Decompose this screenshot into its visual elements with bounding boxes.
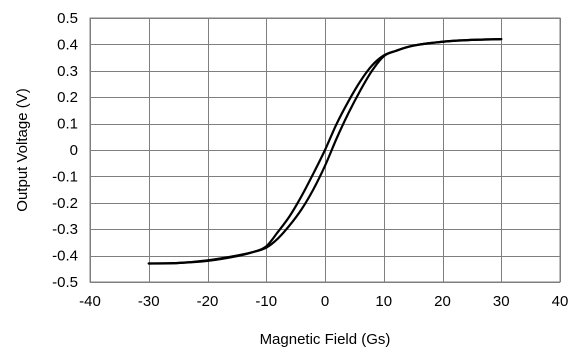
x-tick-label: -20 xyxy=(197,293,219,310)
y-tick-label: -0.4 xyxy=(52,248,78,265)
y-tick-label: 0.4 xyxy=(57,36,78,53)
x-tick-label: 30 xyxy=(493,293,510,310)
y-tick-label: -0.2 xyxy=(52,195,78,212)
x-tick-label: 20 xyxy=(434,293,451,310)
y-tick-label: 0.1 xyxy=(57,116,78,133)
x-tick-label: 40 xyxy=(552,293,569,310)
x-tick-label: -30 xyxy=(138,293,160,310)
x-tick-label: -40 xyxy=(79,293,101,310)
grid xyxy=(90,18,561,283)
series-group xyxy=(147,38,503,265)
y-axis-ticks: 0.5 0.4 0.3 0.2 0.1 0 -0.1 -0.2 -0.3 -0.4 -0.5 xyxy=(52,10,78,291)
y-tick-label: 0.2 xyxy=(57,89,78,106)
y-tick-label: -0.3 xyxy=(52,221,78,238)
y-tick-label: -0.5 xyxy=(52,274,78,291)
x-axis-title: Magnetic Field (Gs) xyxy=(260,331,391,348)
x-tick-label: -10 xyxy=(255,293,277,310)
x-axis-ticks: -40 -30 -20 -10 0 10 20 30 40 xyxy=(79,293,568,310)
y-tick-label: 0 xyxy=(70,142,78,159)
x-tick-label: 10 xyxy=(375,293,392,310)
y-axis-title: Output Voltage (V) xyxy=(14,88,31,211)
plot-area-frame xyxy=(89,17,561,283)
series-line-descending xyxy=(147,38,503,265)
y-tick-label: 0.3 xyxy=(57,63,78,80)
y-tick-label: -0.1 xyxy=(52,168,78,185)
y-tick-label: 0.5 xyxy=(57,10,78,27)
x-tick-label: 0 xyxy=(321,293,329,310)
